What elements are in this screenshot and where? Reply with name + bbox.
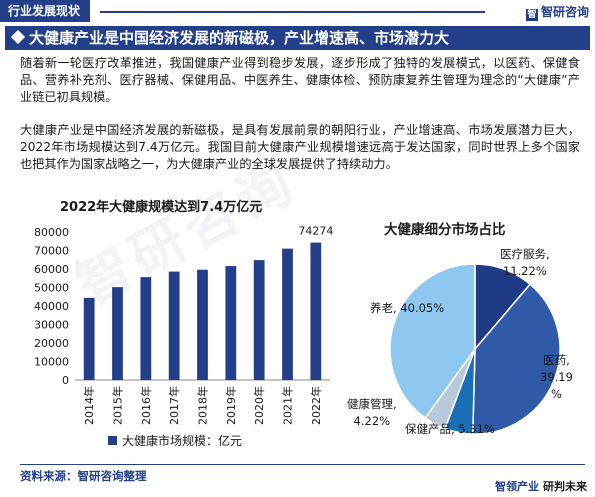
legend-swatch	[108, 436, 117, 445]
x-tick-label: 2014年	[82, 386, 96, 425]
footer-slogan: 研判未来	[543, 480, 587, 493]
x-tick-label: 2022年	[309, 386, 323, 425]
y-tick-label: 70000	[34, 245, 69, 258]
pie-slice	[389, 263, 476, 419]
pie-label-line: %	[551, 387, 562, 401]
footer-divider	[20, 464, 585, 465]
brand: 智智研咨询	[525, 3, 589, 21]
pie-label-line: 健康管理,	[347, 397, 397, 411]
y-tick-label: 60000	[34, 263, 69, 276]
data-label: 74274	[298, 225, 333, 238]
bar	[83, 297, 95, 380]
pie-label-line: 医疗服务,	[500, 247, 550, 261]
y-tick-label: 10000	[34, 356, 69, 369]
bar	[197, 269, 208, 380]
y-tick-label: 50000	[34, 282, 69, 295]
bar-chart-legend: 大健康市场规模：亿元	[108, 432, 242, 449]
section-tag: 行业发展现状	[0, 0, 91, 22]
y-tick-label: 0	[62, 374, 69, 387]
x-tick-label: 2020年	[252, 386, 266, 425]
pie-slice	[424, 348, 476, 430]
brand-name: 智研咨询	[540, 5, 589, 19]
y-tick-label: 80000	[34, 226, 69, 239]
bar	[225, 266, 237, 380]
paragraph-2: 大健康产业是中国经济发展的新磁极，是具有发展前景的朝阳行业，产业增速高、市场发展…	[20, 123, 580, 171]
bar	[112, 287, 123, 380]
x-tick-label: 2019年	[224, 386, 238, 425]
x-tick-label: 2016年	[139, 386, 153, 425]
page-title-text: 大健康产业是中国经济发展的新磁极，产业增速高、市场潜力大	[29, 29, 450, 47]
pie-label-line: 医药,	[543, 353, 570, 367]
footer-brand: 智领产业 研判未来	[495, 478, 587, 494]
bar	[253, 260, 265, 380]
legend-label: 大健康市场规模：亿元	[122, 434, 243, 448]
y-tick-label: 20000	[34, 337, 69, 350]
pie-label-elderly: 养老, 40.05%	[370, 300, 444, 317]
footer-brand-name: 智领产业	[495, 480, 539, 493]
pie-label-line: 养老, 40.05%	[370, 301, 445, 315]
pie-label-line: 保健产品, 5.31%	[405, 422, 495, 436]
pie-chart-title: 大健康细分市场占比	[384, 222, 506, 238]
header: 行业发展现状 智智研咨询	[0, 0, 595, 22]
y-tick-label: 40000	[34, 300, 69, 313]
bar	[282, 248, 293, 380]
pie-label-line: 39.19	[540, 370, 573, 384]
bar	[310, 242, 322, 380]
x-tick-label: 2017年	[167, 386, 181, 425]
pie-label-medicine: 医药, 39.19 %	[540, 352, 573, 403]
zhiyan-logo-icon: 智	[525, 9, 538, 21]
page-title: 大健康产业是中国经济发展的新磁极，产业增速高、市场潜力大	[5, 26, 590, 50]
pie-label-health-products: 保健产品, 5.31%	[405, 421, 495, 438]
pie-label-line: 4.22%	[353, 414, 391, 428]
x-tick-label: 2021年	[281, 386, 295, 425]
paragraph-1: 随着新一轮医疗改革推进，我国健康产业得到稳步发展，逐步形成了独特的发展模式，以医…	[20, 56, 580, 104]
bar-chart-title: 2022年大健康规模达到7.4万亿元	[60, 200, 263, 215]
x-tick-label: 2015年	[111, 386, 125, 425]
header-divider	[100, 11, 485, 13]
x-tick-label: 2018年	[196, 386, 210, 425]
pie-label-health-management: 健康管理, 4.22%	[347, 396, 397, 430]
diamond-icon	[10, 29, 26, 45]
source-note: 资料来源：智研咨询整理	[20, 469, 147, 483]
y-tick-label: 30000	[34, 319, 69, 332]
bar	[168, 271, 180, 380]
pie-label-line: 11.22%	[502, 264, 547, 278]
pie-label-medical: 医疗服务, 11.22%	[500, 246, 550, 280]
bar	[140, 277, 152, 380]
